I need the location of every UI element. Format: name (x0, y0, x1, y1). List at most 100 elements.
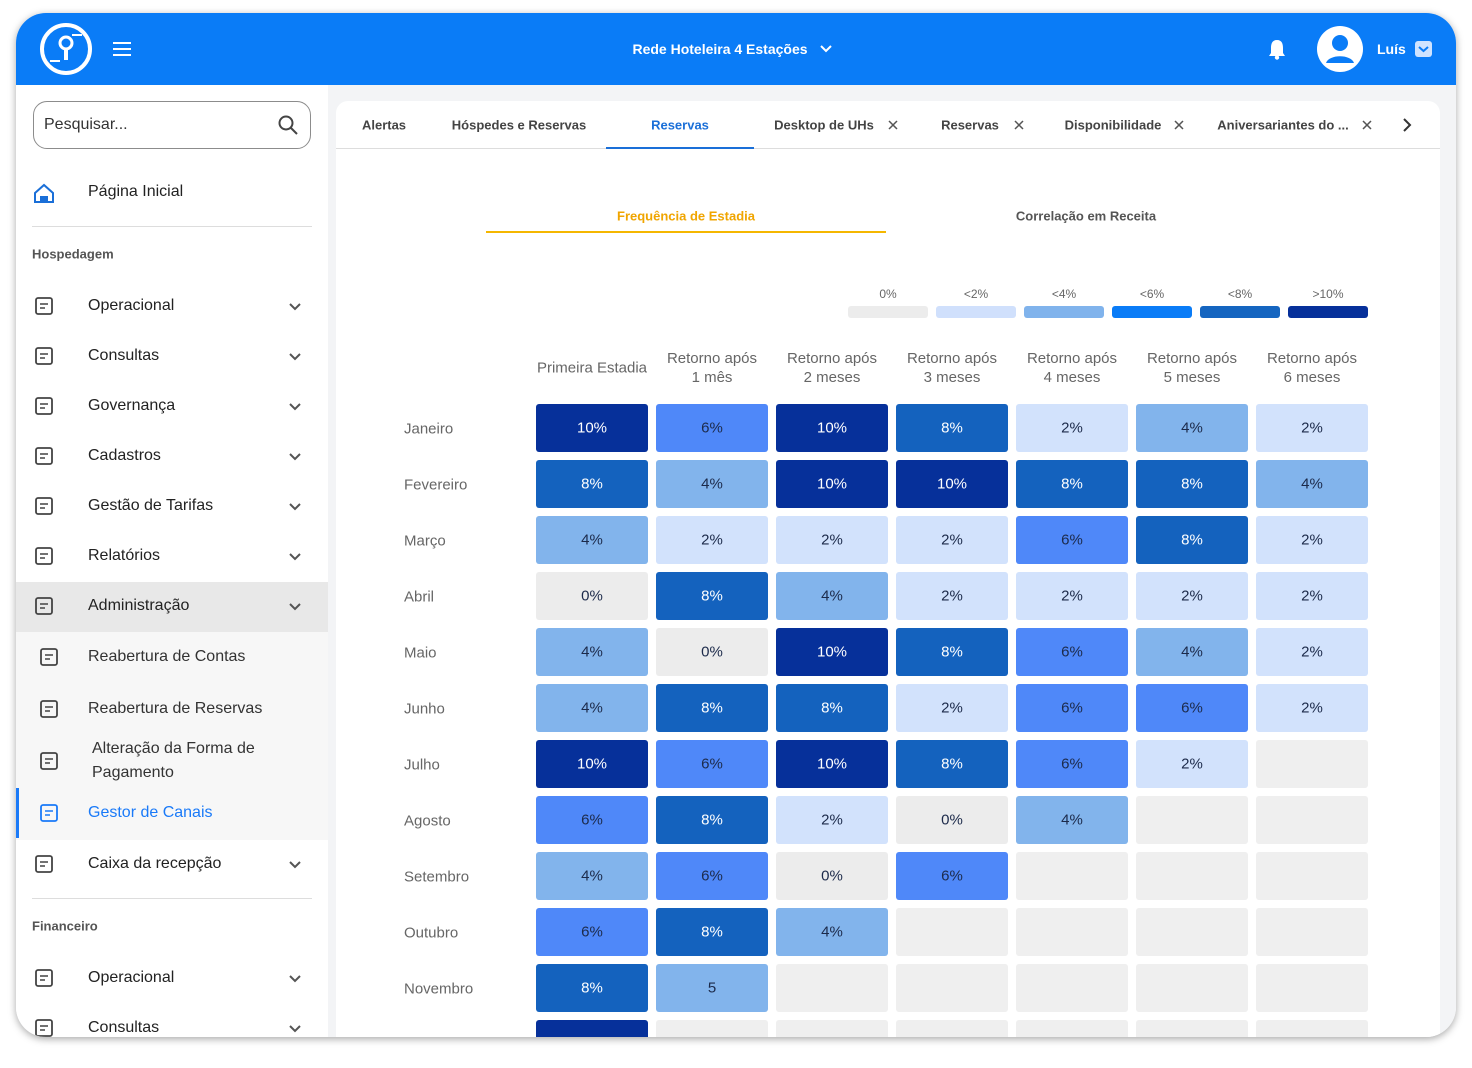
tab[interactable]: Aniversariantes do ... (1217, 117, 1349, 133)
chevron[interactable] (288, 350, 302, 362)
search-placeholder[interactable]: Pesquisar... (44, 116, 128, 133)
heat-cell-value: 6% (1061, 643, 1083, 661)
column-header: Primeira Estadia (536, 359, 648, 377)
heat-cell-value: 6% (1061, 699, 1083, 717)
user-name[interactable]: Luís (1377, 41, 1406, 57)
heat-cell-value: 8% (581, 979, 603, 997)
chevron[interactable] (288, 858, 302, 870)
tab[interactable]: Reservas (941, 117, 999, 133)
tab[interactable]: Alertas (361, 117, 407, 133)
menu-icon (35, 855, 53, 873)
heat-cell (536, 460, 648, 508)
menu-item-label[interactable]: Relatórios (88, 547, 161, 564)
heat-cell-value: 10% (576, 755, 608, 773)
hotel-name[interactable]: Rede Hoteleira 4 Estações (632, 41, 808, 57)
hotel-chevron[interactable] (819, 43, 833, 55)
chevron[interactable] (288, 500, 302, 512)
divider (32, 226, 312, 227)
chevron[interactable] (288, 400, 302, 412)
heat-cell (1136, 628, 1248, 676)
menu-item-label[interactable]: Administração (88, 597, 190, 614)
chevron[interactable] (288, 300, 302, 312)
search-icon[interactable] (277, 114, 299, 136)
column-header: Retorno após 6 meses (1266, 350, 1358, 386)
heat-cell (776, 964, 888, 1012)
menu-item-label[interactable]: Caixa da recepção (88, 855, 222, 872)
heat-cell (896, 908, 1008, 956)
heat-cell (776, 516, 888, 564)
heat-cell (536, 572, 648, 620)
submenu-label[interactable]: Alteração da Forma de Pagamento (92, 740, 255, 781)
heat-cell (896, 572, 1008, 620)
submenu-label[interactable]: Reabertura de Contas (88, 648, 246, 665)
heat-cell (896, 628, 1008, 676)
menu-icon (35, 447, 53, 465)
sidebar (16, 85, 328, 1037)
heat-cell-value: 10% (936, 475, 968, 493)
notifications[interactable] (1267, 38, 1287, 60)
heat-cell (1256, 516, 1368, 564)
heat-cell (1256, 572, 1368, 620)
heat-cell-value: 2% (1301, 587, 1323, 605)
menu-item-label[interactable]: Operacional (88, 297, 175, 314)
chevron[interactable] (288, 600, 302, 612)
menu-icon (35, 969, 53, 987)
home-icon[interactable] (33, 182, 55, 204)
heat-cell-value: 2% (1061, 587, 1083, 605)
divider (32, 898, 312, 899)
menu-item-label[interactable]: Consultas (88, 1019, 160, 1036)
heat-cell (656, 628, 768, 676)
active-indicator (16, 788, 19, 838)
row-label: Abril (404, 588, 435, 606)
tab[interactable]: Reservas (651, 117, 709, 133)
subtab[interactable]: Frequência de Estadia (617, 208, 755, 224)
legend-swatch (1200, 306, 1280, 318)
legend-label: <2% (963, 287, 989, 301)
heat-cell (1256, 964, 1368, 1012)
heat-cell-value: 0% (701, 643, 723, 661)
tab[interactable]: Disponibilidade (1064, 117, 1162, 133)
heat-cell (896, 516, 1008, 564)
menu-button[interactable] (112, 41, 132, 57)
tab[interactable]: Hóspedes e Reservas (451, 117, 587, 133)
column-header: Retorno após 1 mês (666, 350, 758, 386)
heat-cell (656, 1020, 768, 1037)
heat-cell (776, 740, 888, 788)
tab-close[interactable] (1013, 119, 1025, 131)
heat-cell-value: 10% (816, 755, 848, 773)
tabs-next[interactable] (1401, 117, 1415, 133)
subtab[interactable]: Correlação em Receita (1015, 208, 1157, 224)
search-box[interactable] (33, 101, 311, 149)
legend-label: <8% (1227, 287, 1253, 301)
heat-cell-value: 4% (821, 923, 843, 941)
tab-close[interactable] (887, 119, 899, 131)
submenu-label[interactable]: Gestor de Canais (88, 804, 213, 821)
menu-icon (35, 597, 53, 615)
chevron[interactable] (288, 1022, 302, 1034)
menu-item-label[interactable]: Governança (88, 397, 176, 414)
chevron[interactable] (288, 550, 302, 562)
heat-cell (536, 1020, 648, 1037)
menu-item-label[interactable]: Operacional (88, 969, 175, 986)
heat-cell-value: 4% (581, 867, 603, 885)
heat-cell (1256, 404, 1368, 452)
chevron[interactable] (288, 972, 302, 984)
row-label: Março (404, 532, 446, 550)
heat-cell-value: 8% (701, 587, 723, 605)
menu-item-label[interactable]: Página Inicial (88, 183, 184, 200)
tab[interactable]: Desktop de UHs (774, 117, 874, 133)
tab-close[interactable] (1173, 119, 1185, 131)
menu-item-label[interactable]: Gestão de Tarifas (88, 497, 214, 514)
tab-close[interactable] (1361, 119, 1373, 131)
heat-cell-value: 6% (701, 867, 723, 885)
heat-cell (896, 852, 1008, 900)
chevron[interactable] (288, 450, 302, 462)
menu-item-label[interactable]: Cadastros (88, 447, 161, 464)
avatar[interactable] (1316, 25, 1366, 75)
heat-cell (1136, 796, 1248, 844)
heat-cell-value: 6% (941, 867, 963, 885)
heat-cell (1016, 460, 1128, 508)
submenu-label[interactable]: Reabertura de Reservas (88, 700, 263, 717)
user-dropdown[interactable] (1415, 41, 1433, 57)
menu-item-label[interactable]: Consultas (88, 347, 160, 364)
